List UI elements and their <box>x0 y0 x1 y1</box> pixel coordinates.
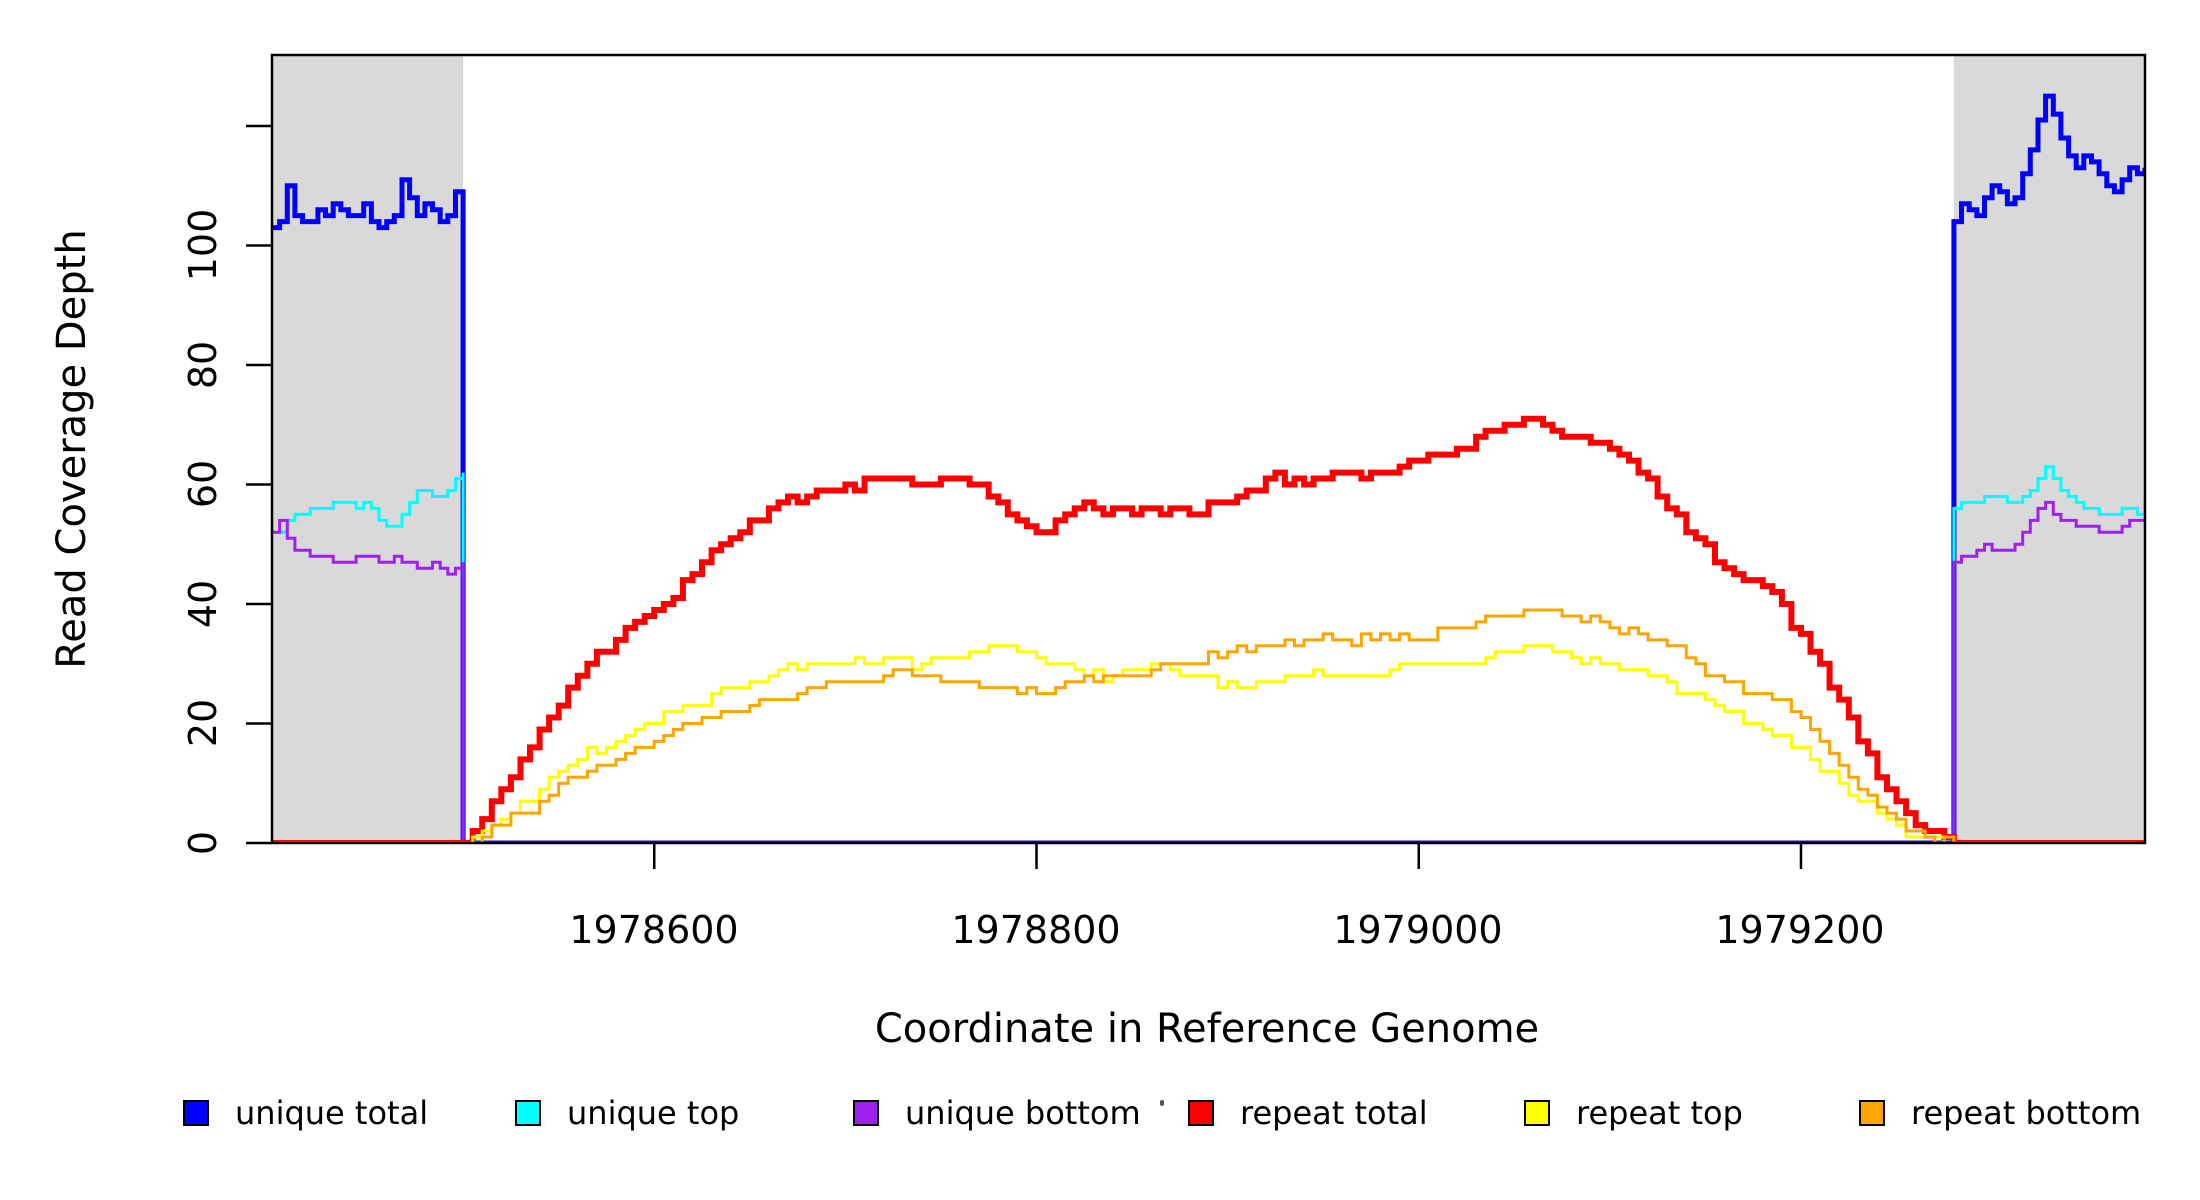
series-line-repeat-top <box>272 644 2145 843</box>
legend-stray-mark <box>1160 1100 1164 1106</box>
x-axis-title: Coordinate in Reference Genome <box>874 1006 1540 1052</box>
legend-swatch-unique-total <box>183 1100 209 1126</box>
x-tick-label-1979200: 1979200 <box>1715 908 1885 952</box>
plot-box <box>270 53 2147 845</box>
y-axis-title: Read Coverage Depth <box>49 229 95 669</box>
y-tick-label-80: 80 <box>181 340 225 390</box>
legend-label-unique-bottom: unique bottom <box>905 1094 1141 1132</box>
series-line-unique-top <box>272 465 2145 843</box>
y-tick-label-20: 20 <box>181 698 225 748</box>
x-tick-label-1978600: 1978600 <box>569 908 739 952</box>
series-line-unique-bottom <box>272 500 2145 843</box>
series-line-unique-total <box>272 93 2145 843</box>
x-tick-label-1979000: 1979000 <box>1333 908 1503 952</box>
shaded-unique-region-left <box>272 55 464 843</box>
legend-swatch-unique-top <box>515 1100 541 1126</box>
y-tick-label-100: 100 <box>181 208 225 282</box>
x-tick-label-1978800: 1978800 <box>951 908 1121 952</box>
series-line-repeat-bottom <box>272 608 2145 843</box>
legend-swatch-repeat-bottom <box>1859 1100 1885 1126</box>
legend-swatch-repeat-total <box>1188 1100 1214 1126</box>
legend-label-repeat-bottom: repeat bottom <box>1911 1094 2142 1132</box>
legend-swatch-repeat-top <box>1524 1100 1550 1126</box>
legend-label-unique-top: unique top <box>567 1094 740 1132</box>
shaded-unique-region-right <box>1953 55 2145 843</box>
y-tick-label-60: 60 <box>181 459 225 509</box>
y-tick-label-0: 0 <box>181 830 225 856</box>
legend-label-repeat-top: repeat top <box>1576 1094 1743 1132</box>
legend-label-repeat-total: repeat total <box>1240 1094 1428 1132</box>
series-line-repeat-total <box>272 415 2145 843</box>
y-tick-label-40: 40 <box>181 579 225 629</box>
legend-label-unique-total: unique total <box>235 1094 429 1132</box>
legend-swatch-unique-bottom <box>853 1100 879 1126</box>
